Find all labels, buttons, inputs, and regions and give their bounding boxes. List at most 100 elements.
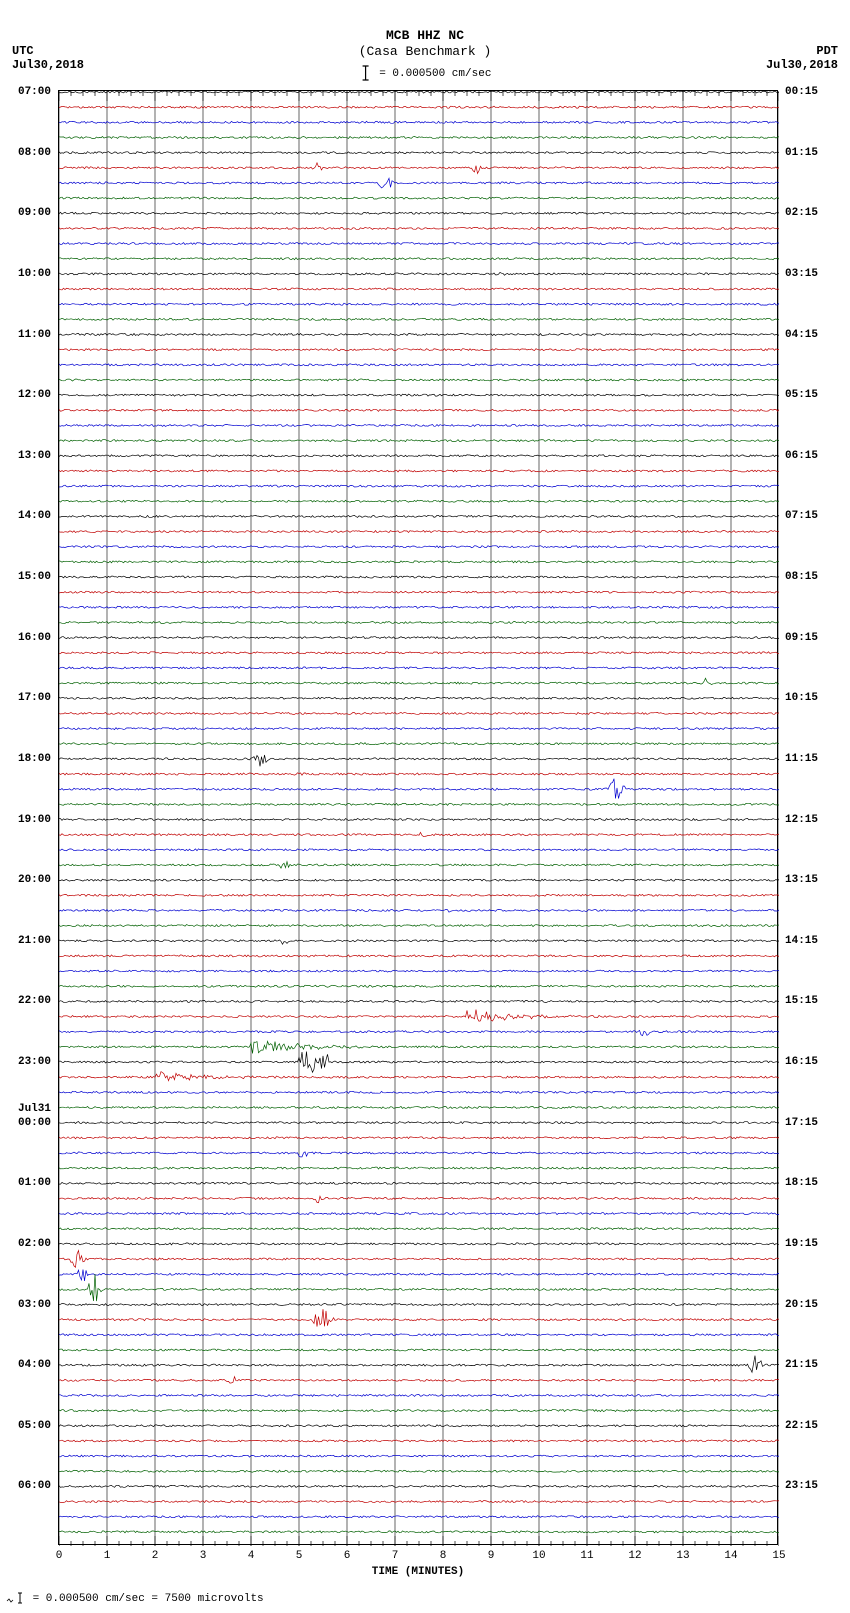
seismic-trace [59, 470, 779, 472]
seismic-trace [59, 288, 779, 290]
utc-hour-label: 06:00 [18, 1480, 51, 1492]
seismic-trace [59, 637, 779, 639]
seismic-trace [59, 1182, 779, 1184]
utc-hour-label: 05:00 [18, 1420, 51, 1432]
x-axis-title: TIME (MINUTES) [59, 1566, 777, 1578]
x-tick-label: 2 [152, 1550, 159, 1562]
seismic-trace [59, 1052, 779, 1073]
pdt-hour-label: 15:15 [785, 995, 818, 1007]
seismic-trace [59, 178, 779, 188]
seismic-trace [59, 424, 779, 426]
utc-hour-label: 11:00 [18, 329, 51, 341]
x-tick-label: 8 [440, 1550, 447, 1562]
x-tick-label: 15 [772, 1550, 785, 1562]
pdt-hour-label: 03:15 [785, 268, 818, 280]
x-tick-label: 1 [104, 1550, 111, 1562]
day-break-label: Jul31 [18, 1103, 51, 1115]
utc-hour-label: 19:00 [18, 814, 51, 826]
x-tick-label: 12 [628, 1550, 641, 1562]
seismic-trace [59, 1137, 779, 1139]
seismic-trace [59, 227, 779, 229]
pdt-hour-label: 19:15 [785, 1238, 818, 1250]
x-tick-label: 4 [248, 1550, 255, 1562]
seismic-trace [59, 1167, 779, 1169]
seismic-trace [59, 1251, 779, 1268]
seismic-trace [59, 606, 779, 608]
seismogram-container: MCB HHZ NC (Casa Benchmark ) = 0.000500 … [0, 0, 850, 1613]
seismic-trace [59, 364, 779, 366]
utc-hour-label: 03:00 [18, 1299, 51, 1311]
seismic-trace [59, 1356, 779, 1373]
utc-hour-label: 09:00 [18, 207, 51, 219]
title-line-1: MCB HHZ NC [0, 28, 850, 43]
seismic-trace [59, 940, 779, 945]
seismic-trace [59, 394, 779, 396]
date-right: Jul30,2018 [766, 58, 838, 72]
pdt-hour-label: 14:15 [785, 935, 818, 947]
utc-hour-label: 20:00 [18, 874, 51, 886]
x-tick-label: 6 [344, 1550, 351, 1562]
pdt-hour-label: 06:15 [785, 450, 818, 462]
seismic-trace [59, 925, 779, 927]
seismic-trace [59, 755, 779, 766]
x-tick-label: 9 [488, 1550, 495, 1562]
title-line-2: (Casa Benchmark ) [0, 44, 850, 59]
pdt-hour-label: 21:15 [785, 1359, 818, 1371]
pdt-hour-label: 18:15 [785, 1177, 818, 1189]
seismic-trace [59, 409, 779, 411]
utc-hour-label: 04:00 [18, 1359, 51, 1371]
seismic-trace [59, 1349, 779, 1351]
seismic-trace [59, 985, 779, 987]
seismic-trace [59, 515, 779, 517]
seismic-trace [59, 485, 779, 487]
seismic-trace [59, 272, 779, 275]
utc-hour-label: 10:00 [18, 268, 51, 280]
seismic-trace [59, 1270, 779, 1281]
seismic-trace [59, 591, 779, 593]
pdt-hour-label: 08:15 [785, 571, 818, 583]
seismic-trace [59, 955, 779, 957]
seismic-trace [59, 455, 779, 457]
seismic-trace [59, 1440, 779, 1442]
seismic-trace [59, 1394, 779, 1396]
footer-text: = 0.000500 cm/sec = 7500 microvolts [33, 1593, 264, 1605]
seismic-trace [59, 303, 779, 305]
pdt-hour-label: 07:15 [785, 510, 818, 522]
seismic-trace [59, 1213, 779, 1215]
seismic-trace [59, 1000, 779, 1002]
footer-scale: = 0.000500 cm/sec = 7500 microvolts [6, 1591, 264, 1605]
seismic-trace [59, 1501, 779, 1503]
seismic-trace [59, 163, 779, 174]
pdt-hour-label: 13:15 [785, 874, 818, 886]
pdt-hour-label: 11:15 [785, 753, 818, 765]
seismic-trace [59, 1072, 779, 1081]
utc-hour-label: 15:00 [18, 571, 51, 583]
x-tick-label: 7 [392, 1550, 399, 1562]
pdt-hour-label: 12:15 [785, 814, 818, 826]
date-left: Jul30,2018 [12, 58, 84, 72]
seismic-trace [59, 121, 779, 123]
x-tick-label: 3 [200, 1550, 207, 1562]
pdt-hour-label: 23:15 [785, 1480, 818, 1492]
seismic-trace [59, 743, 779, 745]
seismic-trace [59, 803, 779, 805]
seismic-trace [59, 1122, 779, 1124]
seismic-trace [59, 349, 779, 351]
utc-hour-label: 07:00 [18, 86, 51, 98]
x-tick-label: 14 [724, 1550, 737, 1562]
utc-hour-label: 13:00 [18, 450, 51, 462]
seismic-trace [59, 1309, 779, 1326]
seismic-trace [59, 243, 779, 245]
timezone-right: PDT [816, 44, 838, 58]
utc-hour-label: 17:00 [18, 692, 51, 704]
seismic-trace [59, 678, 779, 684]
seismic-trace [59, 561, 779, 563]
seismic-trace [59, 1243, 779, 1245]
utc-hour-label: 01:00 [18, 1177, 51, 1189]
seismic-trace [59, 440, 779, 442]
pdt-hour-label: 05:15 [785, 389, 818, 401]
pdt-hour-label: 04:15 [785, 329, 818, 341]
x-tick-label: 5 [296, 1550, 303, 1562]
seismic-trace [59, 832, 779, 836]
utc-hour-label: 21:00 [18, 935, 51, 947]
